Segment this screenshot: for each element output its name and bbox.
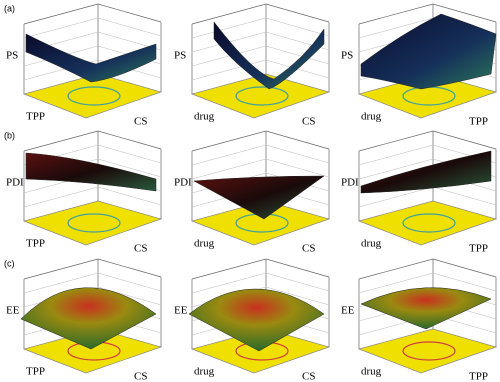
z-axis-label: PS <box>6 50 18 62</box>
surface-plot: PDI TPP CS <box>6 130 163 255</box>
surface-plot: PS TPP CS <box>6 3 163 128</box>
wall-grid <box>191 31 330 53</box>
x-axis-label: TPP <box>26 366 45 378</box>
x-axis-label: TPP <box>26 111 45 123</box>
y-axis-label: CS <box>302 243 315 255</box>
y-axis-label: TPP <box>469 243 488 255</box>
wall-grid <box>191 144 330 166</box>
contour <box>67 86 121 106</box>
y-axis-label: CS <box>302 116 315 128</box>
z-axis-label: PDI <box>6 177 24 189</box>
x-axis-label: drug <box>194 366 215 378</box>
y-axis-label: CS <box>134 116 147 128</box>
surface <box>360 287 492 330</box>
surface-plot: EE TPP CS <box>6 258 163 382</box>
box-edge <box>358 258 497 280</box>
y-axis-label: TPP <box>469 371 488 382</box>
surface <box>360 150 492 194</box>
y-axis-label: CS <box>302 371 315 382</box>
box-edge <box>23 258 162 280</box>
z-axis-label: PDI <box>341 177 359 189</box>
box-edge <box>191 130 330 152</box>
box-edge <box>23 130 162 152</box>
surface-plot: EE drug CS <box>174 258 331 382</box>
surface <box>360 13 497 90</box>
wall-grid <box>191 272 330 294</box>
wall-grid <box>191 17 330 39</box>
x-axis-label: drug <box>194 238 215 250</box>
contour <box>235 86 289 106</box>
surface <box>20 287 157 350</box>
wall-grid <box>23 17 162 39</box>
surface-plot: PS drug TPP <box>341 3 498 128</box>
x-axis-label: drug <box>361 366 382 378</box>
z-axis-label: PDI <box>174 177 192 189</box>
z-axis-label: EE <box>341 305 355 317</box>
wall-grid <box>23 186 162 208</box>
surface <box>25 152 157 192</box>
box-edge <box>191 3 330 25</box>
x-axis-label: drug <box>194 111 215 123</box>
surface <box>193 175 325 220</box>
x-axis-label: TPP <box>26 238 45 250</box>
y-axis-label: TPP <box>469 116 488 128</box>
surface-plot: PS drug CS <box>174 3 331 128</box>
surface-plot: EE drug TPP <box>341 258 498 382</box>
y-axis-label: CS <box>134 243 147 255</box>
wall-grid <box>358 272 497 294</box>
contour <box>402 213 456 233</box>
box-edge <box>358 130 497 152</box>
contour <box>402 341 456 361</box>
wall-grid <box>191 59 330 81</box>
row-label: (a) <box>4 3 15 13</box>
wall-grid <box>23 59 162 81</box>
wall-grid <box>191 158 330 180</box>
box-edge <box>191 258 330 280</box>
surface <box>188 288 325 352</box>
surface-plot: PDI drug TPP <box>341 130 498 255</box>
row-label: (c) <box>4 258 15 268</box>
contour <box>67 213 121 233</box>
row-label: (b) <box>4 130 15 140</box>
x-axis-label: drug <box>361 111 382 123</box>
wall-grid <box>23 272 162 294</box>
z-axis-label: EE <box>174 305 188 317</box>
surface <box>213 21 325 90</box>
y-axis-label: CS <box>134 371 147 382</box>
x-axis-label: drug <box>361 238 382 250</box>
z-axis-label: PS <box>174 50 186 62</box>
z-axis-label: EE <box>6 305 20 317</box>
surface-plot: PDI drug CS <box>174 130 331 255</box>
z-axis-label: PS <box>341 50 353 62</box>
box-edge <box>23 3 162 25</box>
box-edge <box>358 3 497 25</box>
surface <box>25 33 157 83</box>
